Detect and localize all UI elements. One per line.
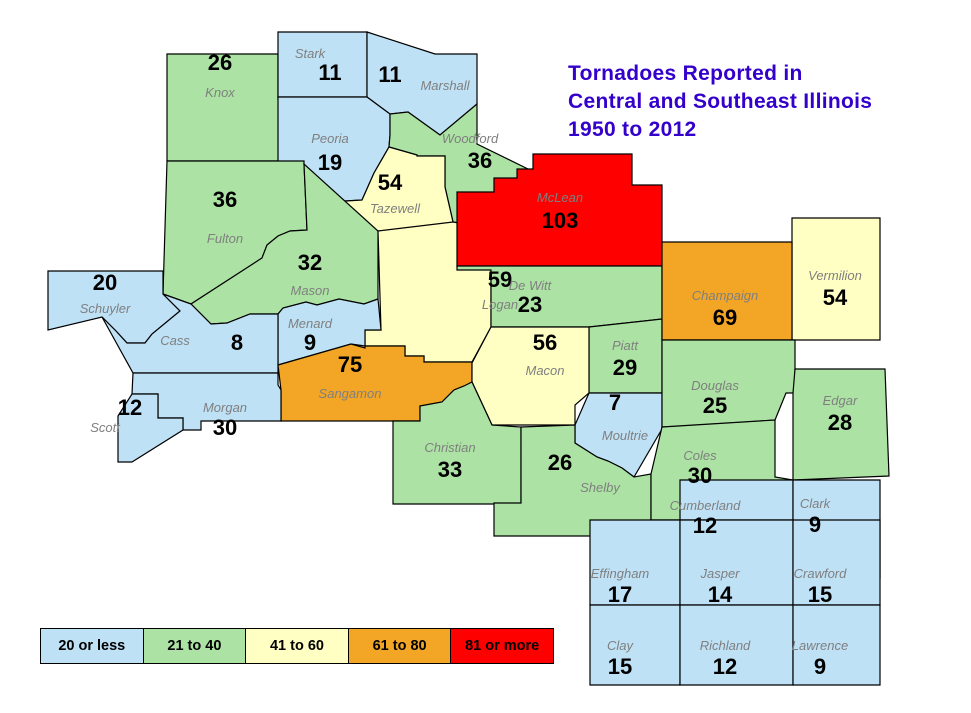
- svg-text:Stark: Stark: [295, 46, 327, 61]
- svg-text:26: 26: [208, 50, 232, 75]
- svg-text:26: 26: [548, 450, 572, 475]
- svg-text:30: 30: [688, 463, 712, 488]
- svg-text:Woodford: Woodford: [442, 131, 499, 146]
- svg-text:Morgan: Morgan: [203, 400, 247, 415]
- svg-text:9: 9: [814, 654, 826, 679]
- svg-text:54: 54: [823, 285, 848, 310]
- svg-text:15: 15: [808, 582, 832, 607]
- svg-text:28: 28: [828, 410, 852, 435]
- svg-text:14: 14: [708, 582, 733, 607]
- svg-text:Lawrence: Lawrence: [792, 638, 848, 653]
- svg-text:Fulton: Fulton: [207, 231, 243, 246]
- svg-text:12: 12: [118, 395, 142, 420]
- svg-text:Cass: Cass: [160, 333, 190, 348]
- svg-text:Sangamon: Sangamon: [319, 386, 382, 401]
- svg-text:75: 75: [338, 352, 362, 377]
- svg-text:Vermilion: Vermilion: [808, 268, 862, 283]
- svg-text:Logan: Logan: [482, 297, 518, 312]
- svg-text:Champaign: Champaign: [692, 288, 759, 303]
- svg-text:De Witt: De Witt: [509, 278, 553, 293]
- svg-text:Peoria: Peoria: [311, 131, 349, 146]
- svg-text:Schuyler: Schuyler: [80, 301, 131, 316]
- svg-text:Clay: Clay: [607, 638, 635, 653]
- svg-text:Douglas: Douglas: [691, 378, 739, 393]
- svg-text:56: 56: [533, 330, 557, 355]
- svg-text:8: 8: [231, 330, 243, 355]
- svg-text:36: 36: [213, 187, 237, 212]
- svg-text:19: 19: [318, 150, 342, 175]
- svg-text:103: 103: [542, 208, 579, 233]
- svg-text:Richland: Richland: [700, 638, 751, 653]
- svg-text:54: 54: [378, 170, 403, 195]
- svg-text:Piatt: Piatt: [612, 338, 639, 353]
- svg-text:11: 11: [318, 60, 341, 85]
- svg-text:7: 7: [609, 390, 621, 415]
- svg-text:Cumberland: Cumberland: [670, 498, 742, 513]
- svg-text:12: 12: [713, 654, 737, 679]
- svg-text:Edgar: Edgar: [823, 393, 858, 408]
- svg-text:9: 9: [304, 330, 316, 355]
- svg-text:Tazewell: Tazewell: [370, 201, 421, 216]
- svg-text:32: 32: [298, 250, 322, 275]
- svg-text:20: 20: [93, 270, 117, 295]
- svg-text:23: 23: [518, 292, 542, 317]
- svg-text:Christian: Christian: [424, 440, 475, 455]
- svg-text:Clark: Clark: [800, 496, 832, 511]
- svg-text:Crawford: Crawford: [794, 566, 848, 581]
- svg-text:Macon: Macon: [525, 363, 564, 378]
- svg-text:McLean: McLean: [537, 190, 583, 205]
- svg-text:12: 12: [693, 513, 717, 538]
- svg-text:Marshall: Marshall: [420, 78, 470, 93]
- svg-text:Scott: Scott: [90, 420, 121, 435]
- svg-text:Knox: Knox: [205, 85, 235, 100]
- svg-text:33: 33: [438, 457, 462, 482]
- svg-text:30: 30: [213, 415, 237, 440]
- svg-text:15: 15: [608, 654, 632, 679]
- svg-text:Shelby: Shelby: [580, 480, 621, 495]
- svg-text:Jasper: Jasper: [699, 566, 740, 581]
- svg-text:36: 36: [468, 148, 492, 173]
- svg-text:Coles: Coles: [683, 448, 717, 463]
- svg-text:Effingham: Effingham: [591, 566, 650, 581]
- svg-text:Menard: Menard: [288, 316, 333, 331]
- svg-text:Mason: Mason: [290, 283, 329, 298]
- svg-text:69: 69: [713, 305, 737, 330]
- svg-text:9: 9: [809, 512, 821, 537]
- svg-text:25: 25: [703, 393, 727, 418]
- svg-text:11: 11: [378, 62, 401, 87]
- svg-text:29: 29: [613, 355, 637, 380]
- svg-text:17: 17: [608, 582, 632, 607]
- svg-text:Moultrie: Moultrie: [602, 428, 648, 443]
